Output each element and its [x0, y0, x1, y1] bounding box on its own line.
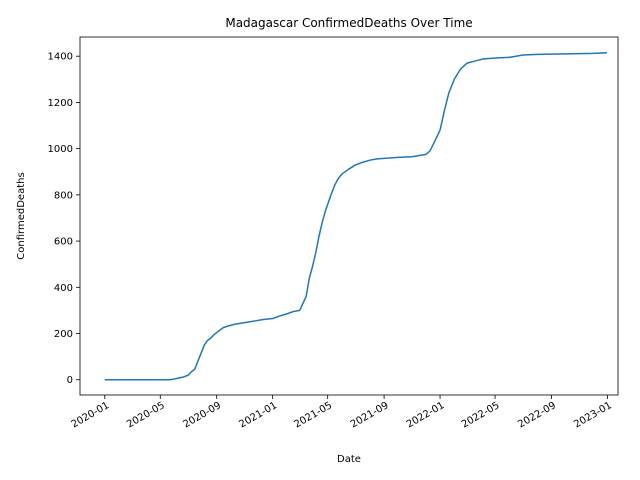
y-tick-label: 400 — [54, 283, 73, 294]
y-tick-label: 1000 — [48, 144, 73, 155]
x-tick-label: 2022-05 — [460, 400, 502, 430]
y-tick-label: 1200 — [48, 98, 73, 109]
plot-area — [104, 51, 608, 381]
x-tick-label: 2022-09 — [516, 400, 558, 430]
y-tick-label: 200 — [54, 329, 73, 340]
x-tick-label: 2020-05 — [125, 400, 167, 430]
x-tick-label: 2020-09 — [181, 400, 223, 430]
y-tick-label: 0 — [67, 375, 73, 386]
x-axis-label: Date — [337, 454, 361, 465]
x-tick-label: 2021-09 — [349, 400, 391, 430]
x-tick-label: 2021-05 — [292, 400, 334, 430]
x-tick-label: 2021-01 — [237, 400, 279, 430]
x-tick-label: 2022-01 — [405, 400, 447, 430]
x-tick-label: 2023-01 — [572, 400, 614, 430]
plot-frame — [79, 36, 619, 396]
y-tick-label: 1400 — [48, 52, 73, 63]
x-axis: 2020-01 2020-05 2020-09 2021-01 2021-05 2021-… — [70, 395, 614, 430]
y-tick-label: 800 — [54, 190, 73, 201]
chart-title: Madagascar ConfirmedDeaths Over Time — [225, 16, 472, 30]
y-axis-label: ConfirmedDeaths — [16, 172, 27, 259]
x-tick-label: 2020-01 — [70, 400, 112, 430]
y-tick-label: 600 — [54, 237, 73, 248]
y-axis: 0 200 400 600 800 1000 1200 1400 — [48, 52, 80, 386]
series-line — [104, 51, 608, 381]
